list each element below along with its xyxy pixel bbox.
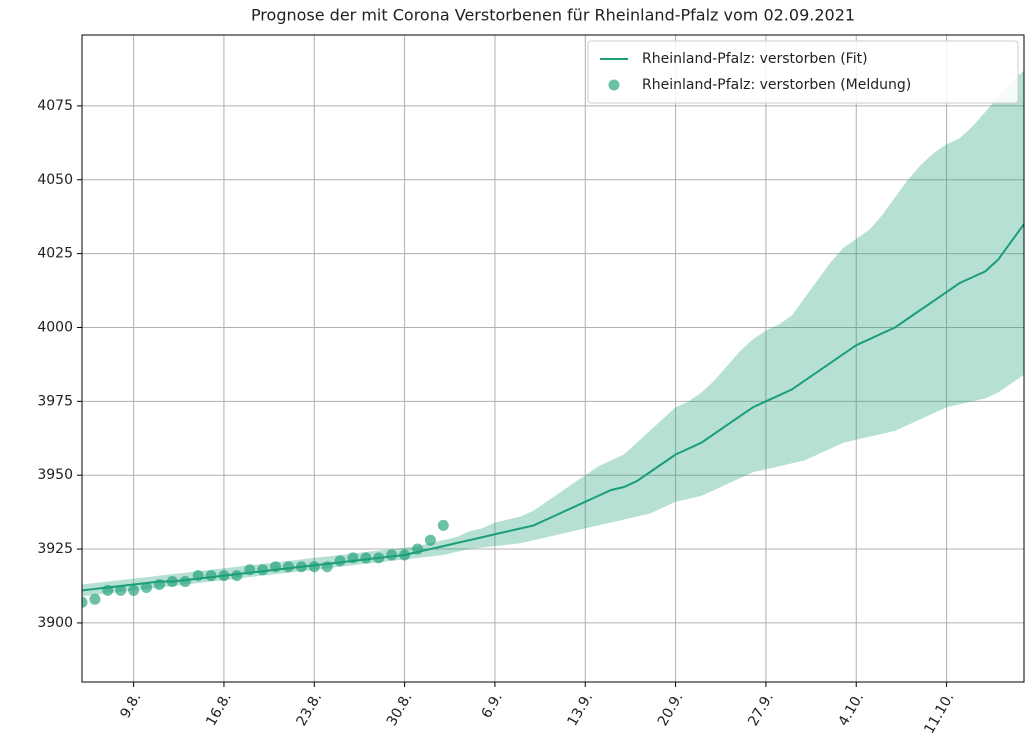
data-point — [166, 576, 178, 588]
y-tick-label: 3950 — [37, 467, 73, 483]
data-point — [437, 519, 449, 531]
data-point — [295, 561, 307, 573]
x-tick-label: 16.8. — [203, 690, 235, 729]
x-tick-label: 30.8. — [384, 690, 416, 729]
x-tick-label: 13.9. — [565, 690, 597, 729]
data-point — [373, 552, 385, 564]
data-point — [102, 584, 114, 596]
data-point — [386, 549, 398, 561]
data-point — [218, 570, 230, 582]
y-tick-label: 4000 — [37, 319, 73, 335]
data-point — [257, 564, 269, 576]
y-tick-label: 3975 — [37, 393, 73, 409]
data-point — [89, 593, 101, 605]
data-point — [82, 596, 88, 608]
data-point — [347, 552, 359, 564]
data-point — [141, 581, 153, 593]
data-point — [115, 584, 127, 596]
data-point — [360, 552, 372, 564]
legend-box — [587, 40, 1019, 104]
legend-marker — [608, 79, 620, 91]
data-point — [412, 543, 424, 555]
x-tick-label: 23.8. — [294, 690, 326, 729]
data-point — [128, 584, 140, 596]
data-point — [192, 570, 204, 582]
x-tick-label: 6.9. — [479, 690, 506, 721]
chart-title: Prognose der mit Corona Verstorbenen für… — [251, 6, 855, 25]
y-tick-label: 4075 — [37, 98, 73, 114]
data-point — [399, 549, 411, 561]
legend-label: Rheinland-Pfalz: verstorben (Fit) — [642, 51, 868, 67]
data-point — [334, 555, 346, 567]
legend-label: Rheinland-Pfalz: verstorben (Meldung) — [642, 77, 911, 93]
confidence-band — [82, 70, 1024, 597]
data-point — [321, 561, 333, 573]
data-point — [424, 534, 436, 546]
y-tick-label: 4025 — [37, 246, 73, 262]
data-point — [270, 561, 282, 573]
y-tick-label: 4050 — [37, 172, 73, 188]
y-tick-label: 3925 — [37, 541, 73, 557]
x-tick-label: 27.9. — [745, 690, 777, 729]
data-point — [231, 570, 243, 582]
x-tick-label: 4.10. — [836, 690, 868, 729]
data-point — [205, 570, 217, 582]
data-point — [179, 576, 191, 588]
data-point — [308, 561, 320, 573]
data-point — [282, 561, 294, 573]
x-tick-label: 20.9. — [655, 690, 687, 729]
data-point — [244, 564, 256, 576]
y-tick-label: 3900 — [37, 615, 73, 631]
x-tick-label: 11.10. — [921, 690, 957, 737]
plot-frame — [81, 34, 1025, 683]
x-tick-label: 9.8. — [117, 690, 144, 721]
data-point — [153, 579, 165, 591]
